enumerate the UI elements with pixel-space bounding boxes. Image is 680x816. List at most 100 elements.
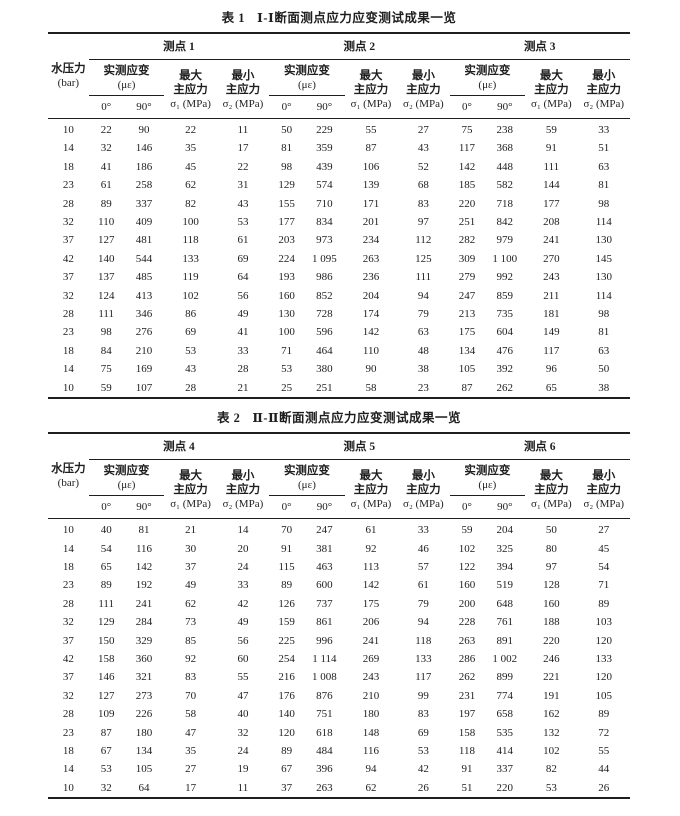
value-cell: 200 [458,597,476,610]
data-row: 14 32 146 35 17 81 359 87 43 117 368 91 51 [48,139,630,157]
value-cell: 54 [598,560,610,573]
value-cell: 234 [362,234,380,247]
value-cell: 69 [417,726,429,739]
strain-90deg-header: 90° [136,501,152,514]
value-cell: 35 [185,744,197,757]
value-cell: 193 [278,271,295,284]
value-cell: 22 [237,160,249,173]
value-cell: 134 [458,344,476,357]
value-cell: 42 [237,597,249,610]
value-cell: 159 [278,616,295,629]
max-principal-stress-header: 最大 主应力 σ₁ (MPa) [170,469,211,510]
value-cell: 254 [278,652,295,665]
value-cell: 61 [100,179,112,192]
table-2-section: 表 2 Ⅱ-Ⅱ断面测点应力应变测试成果一览 水压力 (bar) 测点 4 测点 5 测点 … [48,406,630,800]
value-cell: 42 [417,763,429,776]
value-cell: 62 [185,179,197,192]
value-cell: 127 [97,689,115,702]
value-cell: 58 [185,708,197,721]
value-cell: 67 [100,744,112,757]
value-cell: 55 [598,744,610,757]
value-cell: 117 [543,344,560,357]
value-cell: 175 [362,597,380,610]
table-2-title: 表 2 Ⅱ-Ⅱ断面测点应力应变测试成果一览 [48,406,630,432]
value-cell: 751 [316,708,333,721]
value-cell: 64 [138,781,150,794]
value-cell: 142 [362,326,380,339]
value-cell: 213 [458,308,476,321]
value-cell: 210 [362,689,380,702]
data-row: 32 129 284 73 49 159 861 206 94 228 761 188 103 [48,613,630,631]
min-principal-stress-header: 最小 主应力 σ₂ (MPa) [583,469,625,510]
strain-90deg-header: 90° [497,501,513,514]
value-cell: 59 [525,118,578,140]
value-cell: 98 [100,326,112,339]
value-cell: 137 [97,271,115,284]
value-cell: 394 [496,560,514,573]
data-row: 28 111 241 62 42 126 737 175 79 200 648 160 89 [48,595,630,613]
water-pressure-cell: 32 [62,689,74,702]
measured-strain-header: 实测应变 (με) [88,59,165,96]
value-cell: 226 [135,708,153,721]
value-cell: 27 [185,763,197,776]
value-cell: 82 [185,197,197,210]
value-cell: 973 [316,234,333,247]
value-cell: 728 [316,308,333,321]
value-cell: 69 [237,252,249,265]
measure-type-row: 实测应变 (με) 最大 主应力 σ₁ (MPa) 最小 主应力 σ₂ (MPa) 实测应变 (μ… [48,59,630,110]
value-cell: 33 [237,579,249,592]
data-row: 28 89 337 82 43 155 710 171 83 220 718 177 98 [48,195,630,213]
value-cell: 140 [97,252,115,265]
value-cell: 876 [316,689,333,702]
value-cell: 94 [365,763,377,776]
value-cell: 120 [595,671,613,684]
value-cell: 206 [362,616,380,629]
value-cell: 192 [135,579,153,592]
table-1-section: 表 1 Ⅰ-Ⅰ断面测点应力应变测试成果一览 水压力 (bar) 测点 1 测点 2 测点 … [48,6,630,400]
data-row: 18 41 186 45 22 98 439 106 52 142 448 111 63 [48,158,630,176]
table-1-body: 10 22 90 22 11 50 229 55 27 75 238 59 33 14 32 146 35 17 8… [48,118,630,399]
value-cell: 130 [595,234,613,247]
value-cell: 464 [316,344,333,357]
value-cell: 37 [281,781,293,794]
value-cell: 87 [365,142,377,155]
value-cell: 105 [458,363,476,376]
value-cell: 201 [362,216,380,229]
value-cell: 774 [496,689,514,702]
value-cell: 325 [496,542,514,555]
value-cell: 251 [316,381,333,394]
value-cell: 262 [458,671,476,684]
value-cell: 282 [458,234,476,247]
value-cell: 89 [598,597,610,610]
value-cell: 180 [362,708,380,721]
max-principal-stress-header: 最大 主应力 σ₁ (MPa) [350,69,392,110]
value-cell: 112 [415,234,432,247]
value-cell: 109 [97,708,115,721]
value-cell: 263 [458,634,476,647]
value-cell: 133 [595,652,613,665]
value-cell: 107 [135,381,153,394]
water-pressure-header: 水压力 (bar) [51,63,86,89]
value-cell: 142 [458,160,476,173]
value-cell: 133 [415,652,432,665]
value-cell: 89 [598,708,610,721]
value-cell: 286 [458,652,476,665]
water-pressure-cell: 28 [62,308,74,321]
water-pressure-cell: 37 [62,671,74,684]
value-cell: 54 [100,542,112,555]
value-cell: 73 [185,616,197,629]
value-cell: 11 [216,118,270,140]
value-cell: 185 [458,179,476,192]
value-cell: 177 [543,197,560,210]
value-cell: 19 [237,763,249,776]
value-cell: 87 [461,381,473,394]
value-cell: 145 [595,252,613,265]
value-cell: 263 [316,781,333,794]
data-row: 18 67 134 35 24 89 484 116 53 118 414 102 55 [48,742,630,760]
value-cell: 45 [598,542,610,555]
value-cell: 130 [595,271,613,284]
value-cell: 45 [185,160,197,173]
value-cell: 241 [362,634,380,647]
value-cell: 439 [316,160,333,173]
value-cell: 188 [543,616,560,629]
